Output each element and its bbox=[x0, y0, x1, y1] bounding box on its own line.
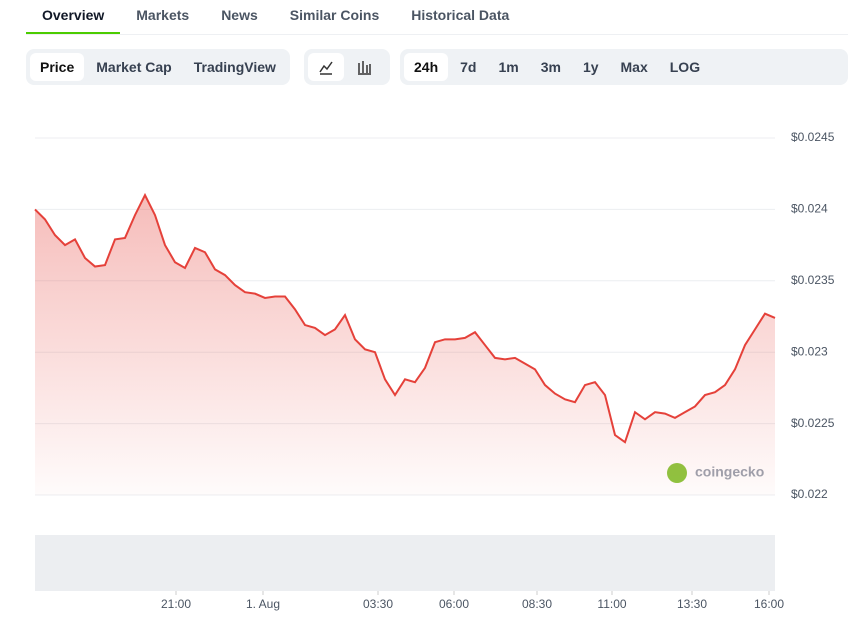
y-tick-label: $0.022 bbox=[791, 487, 828, 501]
btn[interactable]: 24h bbox=[404, 53, 449, 81]
icon bbox=[358, 61, 371, 75]
chart-style-group bbox=[304, 49, 390, 85]
mode-group: Price Market Cap TradingView bbox=[26, 49, 290, 85]
x-tick-label: 13:30 bbox=[677, 597, 707, 611]
btn[interactable]: 3m bbox=[540, 59, 561, 75]
price-line bbox=[34, 192, 776, 444]
line-icon-button[interactable] bbox=[308, 53, 344, 81]
y-tick-label: $0.0225 bbox=[791, 416, 835, 430]
btn[interactable]: LOG bbox=[669, 59, 701, 75]
tab[interactable]: News bbox=[221, 7, 258, 23]
tab[interactable]: Historical Data bbox=[411, 7, 510, 23]
y-tick-label: $0.024 bbox=[791, 202, 828, 216]
tab[interactable]: Overview bbox=[26, 0, 121, 34]
btn[interactable]: Price bbox=[30, 53, 85, 81]
btn[interactable]: Market Cap bbox=[96, 59, 172, 75]
btn[interactable]: 1y bbox=[582, 59, 599, 75]
range-group: 24h 7d 1m 3m 1y Max LOG bbox=[400, 49, 848, 85]
x-tick-label: 21:00 bbox=[161, 597, 191, 611]
x-tick-label: 08:30 bbox=[522, 597, 552, 611]
x-tick-label: 03:30 bbox=[363, 597, 393, 611]
icon bbox=[319, 61, 333, 75]
btn[interactable]: 1m bbox=[498, 59, 519, 75]
volume-area bbox=[35, 535, 775, 591]
btn[interactable]: Max bbox=[620, 59, 648, 75]
x-tick-label: 16:00 bbox=[754, 597, 784, 611]
tab[interactable]: Markets bbox=[136, 7, 190, 23]
btn[interactable]: TradingView bbox=[193, 59, 276, 75]
btn[interactable]: 7d bbox=[460, 59, 477, 75]
area-fill bbox=[35, 195, 775, 495]
x-tick-label: 06:00 bbox=[439, 597, 469, 611]
x-tick-label: 1. Aug bbox=[246, 597, 280, 611]
y-tick-label: $0.023 bbox=[791, 344, 828, 358]
tab-bar: Overview Markets News Similar Coins Historic… bbox=[26, 0, 848, 35]
x-tick-label: 11:00 bbox=[597, 597, 626, 611]
y-tick-label: $0.0235 bbox=[791, 273, 835, 287]
tab[interactable]: Similar Coins bbox=[289, 7, 380, 23]
chart: coingecko $0.0245$0.024$0.0235$0.023$0.0… bbox=[34, 130, 835, 611]
candle-icon-button[interactable] bbox=[346, 53, 382, 81]
y-tick-label: $0.0245 bbox=[791, 130, 835, 144]
